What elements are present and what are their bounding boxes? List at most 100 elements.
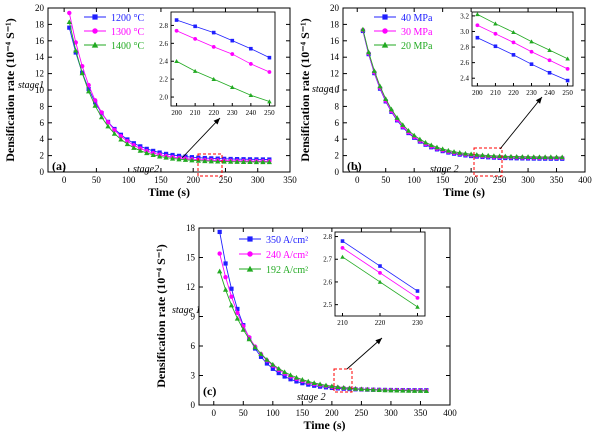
inset-series-line [477,37,568,81]
data-point [457,150,463,155]
data-point [240,327,246,332]
data-point [252,344,258,350]
data-point [234,315,241,321]
inset-data-point [547,47,552,52]
data-point [270,366,275,371]
y-tick-label: 20 [330,3,340,13]
inset-y-tick-label: 2.2 [159,76,168,84]
x-tick-label: 100 [122,175,136,185]
inset-x-tick-label: 250 [264,109,275,117]
inset-data-point [378,264,382,268]
data-point [92,98,98,103]
data-point [428,142,434,148]
inset-x-tick-label: 240 [544,89,555,97]
legend-label: 30 MPa [401,27,433,38]
inset-data-point [475,12,480,17]
y-tick-label: 20 [35,3,45,13]
inset-data-point [475,35,480,40]
x-tick-label: 0 [62,175,67,185]
x-tick-label: 50 [381,175,391,185]
x-tick-label: 300 [251,175,265,185]
arrow-head [213,118,220,125]
y-tick-label: 12 [186,282,195,292]
zoom-arrow [346,337,383,370]
data-point [434,144,440,150]
data-point [202,158,208,164]
inset-y-tick-label: 2.0 [159,94,168,102]
inset-y-tick-label: 2.8 [323,233,332,241]
zoom-region [473,147,503,177]
inset-x-tick-label: 220 [375,319,386,327]
x-tick-label: 350 [550,175,564,185]
x-axis-title: Time (s) [148,185,190,199]
data-point [228,302,235,308]
y-tick-label: 10 [330,85,340,95]
x-tick-label: 50 [92,175,102,185]
data-point [189,157,195,163]
x-tick-label: 350 [283,175,297,185]
x-tick-label: 250 [219,175,233,185]
legend-entry: 1300 °C [84,27,144,38]
legend-label: 240 A/cm² [266,250,308,261]
data-point [208,158,214,164]
data-point [294,379,299,384]
legend-label: 40 MPa [401,13,433,24]
inset-data-point [193,24,197,29]
inset-y-tick-label: 2.8 [159,22,168,30]
y-tick-label: 12 [35,69,44,79]
data-point [371,68,377,73]
x-tick-label: 200 [325,408,339,418]
inset-y-tick-label: 2.6 [460,59,469,67]
stage-annotation: stage 1 [172,305,201,316]
legend-label: 20 MPa [401,41,433,52]
x-tick-label: 50 [239,408,249,418]
data-point [519,154,525,159]
legend-marker [91,41,99,48]
data-point [525,154,531,159]
y-tick-label: 3 [191,371,196,381]
data-point [508,153,514,159]
inset-data-point [230,52,235,56]
data-point [217,268,223,274]
x-tick-label: 250 [493,175,507,185]
y-tick-label: 6 [191,341,196,351]
data-point [365,49,372,55]
data-point [111,130,118,136]
legend-entry: 192 A/cm² [239,265,308,276]
legend-entry: 40 MPa [374,13,433,24]
inset-series-line [176,60,270,102]
data-point [215,158,221,164]
y-tick-label: 2 [40,151,45,161]
inset-chart: 200 210 220 230 240 250 2.4 2.6 2.8 3.0 3.2 [460,11,574,97]
inset-data-point [529,62,534,66]
zoom-region [197,153,223,177]
y-tick-label: 12 [330,69,339,79]
data-point [502,153,508,159]
data-point [222,287,229,292]
inset-x-tick-label: 210 [337,319,348,327]
inset-chart: 210 220 230 2.5 2.6 2.7 2.8 [323,231,426,327]
x-tick-label: 150 [296,408,310,418]
inset-y-tick-label: 3.2 [460,12,469,20]
x-tick-label: 250 [355,408,369,418]
data-point [299,376,305,382]
stage-annotation: stage 1 [312,84,341,95]
data-point [548,154,554,160]
inset-series-1 [340,239,420,293]
panel-label: (b) [347,159,362,173]
data-point [112,127,117,133]
data-point [300,381,305,386]
data-point [99,110,104,115]
data-point [157,153,163,159]
data-point [317,381,323,387]
inset-data-point [547,58,552,63]
inset-data-point [267,55,272,60]
data-point [405,127,412,133]
y-tick-label: 8 [335,101,340,111]
inset-series-1 [475,35,570,83]
series-3 [66,19,272,165]
data-point [417,388,424,393]
inset-data-point [192,68,198,73]
stage-annotation: stage 2 [430,164,459,175]
